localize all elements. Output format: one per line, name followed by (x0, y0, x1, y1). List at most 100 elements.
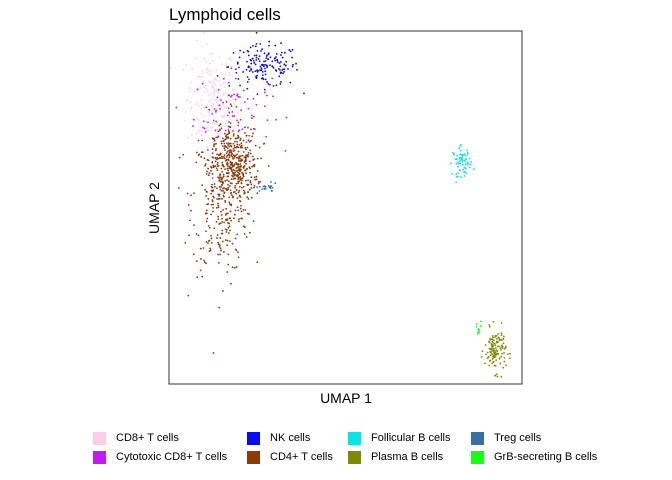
data-point (219, 188, 222, 191)
data-point (250, 62, 253, 65)
data-point (211, 199, 214, 201)
data-point (217, 202, 219, 205)
data-point (226, 119, 229, 122)
data-point (253, 62, 256, 64)
data-point (223, 147, 226, 150)
data-point (491, 345, 493, 347)
data-point (210, 137, 213, 139)
data-point (203, 259, 205, 262)
data-point (231, 98, 234, 101)
data-point (245, 68, 248, 71)
data-point (214, 160, 217, 163)
data-point (240, 109, 243, 112)
data-point (220, 249, 222, 252)
data-point (234, 209, 237, 212)
data-point (220, 214, 223, 216)
data-point (222, 101, 225, 104)
data-point (235, 182, 238, 185)
data-point (211, 148, 214, 150)
data-point (267, 82, 270, 85)
data-point (239, 49, 242, 52)
data-point (261, 64, 264, 66)
data-point (256, 74, 258, 77)
data-point (221, 157, 224, 160)
data-point (236, 166, 238, 169)
data-point (224, 76, 226, 79)
data-point (240, 210, 243, 213)
data-point (488, 347, 491, 350)
data-point (469, 163, 472, 166)
data-point (219, 174, 222, 177)
data-point (236, 206, 239, 209)
data-point (196, 88, 199, 91)
data-point (247, 126, 249, 129)
data-point (210, 241, 213, 244)
data-point (279, 65, 282, 68)
data-point (229, 126, 232, 129)
data-point (236, 146, 239, 149)
data-point (488, 364, 491, 367)
data-point (217, 130, 220, 133)
data-point (274, 59, 277, 62)
data-point (463, 153, 466, 155)
data-point (207, 94, 210, 96)
data-point (199, 126, 202, 128)
chart-title: Lymphoid cells (169, 5, 281, 24)
data-point (275, 53, 278, 55)
data-point (461, 161, 464, 163)
data-point (277, 67, 280, 70)
data-point (221, 232, 224, 235)
data-point (184, 241, 187, 244)
data-point (226, 142, 228, 145)
data-point (187, 294, 190, 297)
data-point (195, 57, 198, 59)
data-point (237, 130, 240, 133)
data-point (493, 342, 496, 345)
data-point (233, 169, 236, 172)
data-point (222, 189, 225, 192)
data-point (264, 63, 266, 66)
data-point (209, 74, 212, 76)
data-point (190, 194, 192, 197)
legend-swatch (348, 450, 361, 464)
data-point (227, 128, 230, 131)
data-point (263, 88, 266, 91)
data-point (490, 348, 493, 351)
data-point (478, 329, 481, 332)
data-point (192, 125, 194, 127)
data-point (227, 136, 229, 138)
data-point (280, 80, 282, 83)
data-point (205, 209, 208, 212)
data-point (455, 173, 458, 175)
data-point (218, 179, 221, 182)
data-point (218, 104, 221, 107)
data-point (223, 221, 226, 224)
data-point (245, 168, 248, 170)
data-point (228, 154, 231, 157)
data-point (228, 72, 231, 74)
data-point (492, 361, 495, 364)
data-point (225, 152, 228, 154)
data-point (212, 165, 215, 168)
data-point (230, 144, 232, 147)
data-point (201, 184, 204, 187)
data-point (237, 191, 240, 194)
data-point (227, 94, 230, 97)
data-point (217, 176, 220, 179)
data-point (226, 239, 229, 242)
data-point (232, 147, 235, 150)
data-point (238, 176, 241, 179)
data-point (211, 102, 214, 105)
data-point (213, 87, 216, 90)
data-point (211, 84, 214, 87)
data-point (459, 153, 462, 156)
data-point (223, 132, 226, 135)
data-point (226, 82, 229, 85)
data-point (267, 53, 270, 56)
data-point (217, 204, 220, 207)
data-point (224, 168, 227, 171)
data-point (212, 210, 214, 213)
data-point (226, 175, 229, 178)
data-point (291, 56, 293, 59)
data-point (226, 158, 228, 161)
